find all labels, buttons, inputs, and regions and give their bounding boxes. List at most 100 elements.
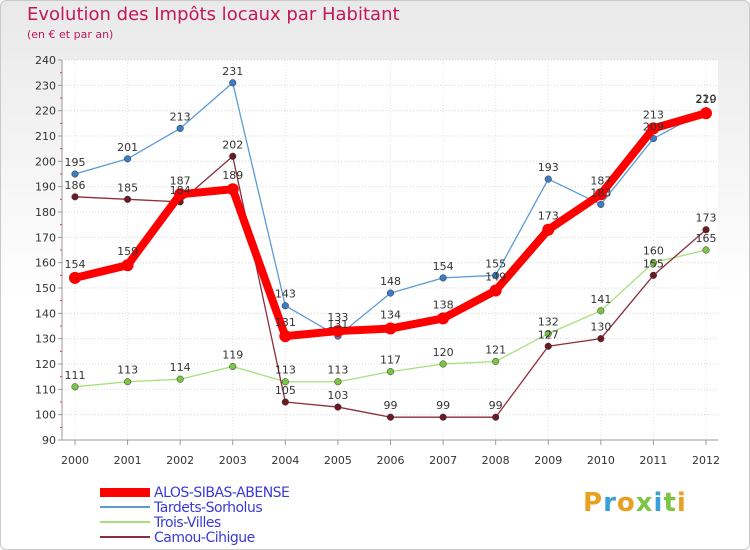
data-label: 99 — [489, 399, 503, 412]
data-point — [492, 271, 500, 279]
data-label: 134 — [380, 309, 401, 322]
data-label: 99 — [436, 399, 450, 412]
y-tick-label: 130 — [35, 333, 56, 346]
data-point — [492, 357, 500, 366]
x-tick-label: 2000 — [61, 454, 89, 467]
data-point — [489, 284, 502, 297]
x-tick-label: 2001 — [114, 454, 142, 467]
data-label: 130 — [590, 321, 611, 334]
data-point — [331, 325, 344, 338]
proxiti-logo: Proxiti — [583, 488, 687, 518]
data-label: 120 — [433, 346, 454, 359]
data-label: 202 — [222, 138, 243, 151]
data-point — [597, 307, 605, 315]
data-point — [124, 155, 132, 163]
data-point — [229, 152, 237, 160]
data-label: 105 — [275, 384, 296, 397]
x-tick-label: 2007 — [429, 454, 457, 467]
data-label: 149 — [485, 271, 506, 284]
chart-title: Evolution des Impôts locaux par Habitant — [27, 4, 400, 25]
data-point — [649, 259, 657, 267]
x-tick-label: 2011 — [639, 454, 667, 467]
data-label: 155 — [485, 257, 506, 270]
x-tick-label: 2010 — [587, 454, 615, 467]
y-tick-label: 200 — [35, 155, 56, 168]
data-point — [437, 312, 450, 325]
data-point — [281, 302, 289, 310]
data-point — [702, 226, 710, 234]
data-label: 103 — [327, 389, 348, 402]
legend-label: ALOS-SIBAS-ABENSE — [154, 485, 290, 501]
y-tick-label: 110 — [35, 383, 56, 396]
logo-letter: o — [616, 488, 636, 518]
data-point — [334, 378, 342, 386]
data-point — [334, 403, 342, 411]
data-label: 111 — [65, 369, 86, 382]
data-label: 209 — [643, 121, 664, 134]
data-label: 173 — [696, 212, 717, 225]
data-point — [384, 322, 397, 335]
data-label: 165 — [696, 232, 717, 245]
data-label: 154 — [433, 260, 454, 273]
data-point — [597, 335, 605, 343]
data-point — [279, 330, 292, 343]
data-point — [281, 378, 289, 386]
data-label: 201 — [117, 141, 138, 154]
data-label: 143 — [275, 288, 296, 301]
data-label: 132 — [538, 316, 559, 329]
data-point — [544, 330, 552, 338]
data-label: 184 — [170, 184, 191, 197]
logo-letter: x — [635, 488, 654, 518]
data-label: 131 — [327, 318, 348, 331]
data-point — [597, 200, 605, 208]
y-tick-label: 240 — [35, 54, 56, 67]
x-tick-label: 2012 — [692, 454, 720, 467]
data-point — [174, 188, 187, 201]
data-point — [69, 271, 81, 284]
data-label: 160 — [643, 245, 664, 258]
data-point — [176, 124, 184, 132]
legend-label: Camou-Cihigue — [154, 530, 255, 546]
data-label: 141 — [590, 293, 611, 306]
data-point — [124, 378, 132, 386]
logo-letter: P — [583, 488, 604, 518]
data-label: 154 — [65, 258, 86, 271]
data-point — [544, 175, 552, 183]
chart-subtitle: (en € et par an) — [27, 28, 114, 41]
data-label: 193 — [538, 161, 559, 174]
data-point — [439, 413, 447, 421]
y-tick-label: 210 — [35, 130, 56, 143]
data-label: 213 — [643, 108, 664, 121]
data-point — [121, 259, 134, 272]
logo-letter: r — [603, 488, 617, 518]
data-point — [229, 362, 237, 371]
data-label: 173 — [538, 210, 559, 223]
legend-label: Trois-Villes — [154, 515, 221, 531]
data-label: 113 — [327, 364, 348, 377]
y-tick-label: 230 — [35, 79, 56, 92]
x-tick-label: 2003 — [219, 454, 247, 467]
data-point — [176, 375, 184, 383]
data-label: 220 — [696, 93, 717, 106]
data-label: 187 — [590, 174, 611, 187]
data-point — [492, 413, 500, 421]
data-label: 155 — [643, 257, 664, 270]
data-label: 159 — [117, 245, 138, 258]
logo-letter: i — [676, 488, 687, 518]
legend-swatch — [100, 536, 150, 538]
data-point — [542, 223, 555, 236]
data-point — [226, 183, 239, 196]
legend-swatch — [100, 487, 150, 497]
data-label: 138 — [433, 298, 454, 311]
data-label: 185 — [117, 181, 138, 194]
data-label: 195 — [65, 156, 86, 169]
data-label: 113 — [275, 364, 296, 377]
data-label: 119 — [222, 349, 243, 362]
x-tick-label: 2008 — [482, 454, 510, 467]
data-point — [386, 368, 395, 376]
y-tick-label: 170 — [35, 231, 56, 244]
y-tick-label: 160 — [35, 257, 56, 270]
y-tick-label: 100 — [35, 409, 56, 422]
y-tick-label: 180 — [35, 206, 56, 219]
y-tick-label: 190 — [35, 181, 56, 194]
